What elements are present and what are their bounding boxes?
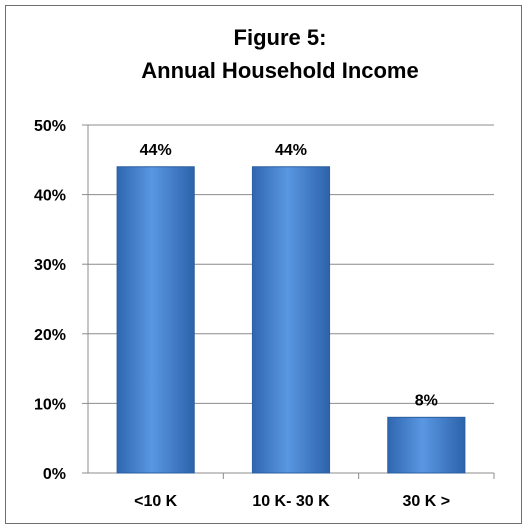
data-label: 8% [415, 392, 438, 409]
chart-subtitle: Annual Household Income [141, 58, 418, 83]
chart-title: Figure 5: [234, 25, 327, 50]
x-category-label: 10 K- 30 K [252, 493, 330, 510]
bar [116, 166, 195, 474]
y-tick-label: 30% [34, 257, 66, 274]
y-tick-label: 10% [34, 396, 66, 413]
x-category-label: 30 K > [403, 493, 451, 510]
bar [251, 166, 331, 474]
y-tick-label: 20% [34, 327, 66, 344]
data-label: 44% [275, 142, 307, 159]
y-tick-label: 50% [34, 118, 66, 135]
y-tick-label: 0% [43, 466, 66, 483]
x-category-label: <10 K [134, 493, 178, 510]
bar [387, 416, 466, 474]
y-tick-label: 40% [34, 188, 66, 205]
data-label: 44% [140, 142, 172, 159]
